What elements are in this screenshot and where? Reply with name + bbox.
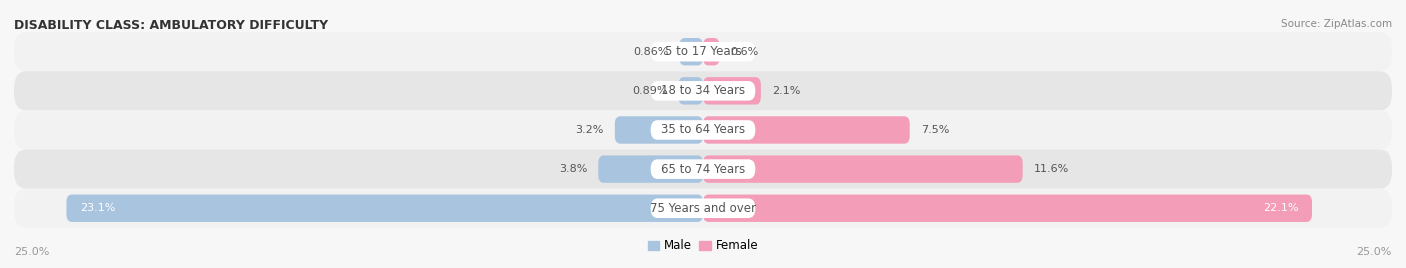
Text: 3.2%: 3.2% <box>575 125 603 135</box>
Legend: Male, Female: Male, Female <box>643 235 763 257</box>
FancyBboxPatch shape <box>703 77 761 105</box>
FancyBboxPatch shape <box>14 189 1392 228</box>
FancyBboxPatch shape <box>703 155 1022 183</box>
Text: 3.8%: 3.8% <box>558 164 588 174</box>
Text: 2.1%: 2.1% <box>772 86 800 96</box>
Text: 7.5%: 7.5% <box>921 125 949 135</box>
Text: 0.89%: 0.89% <box>631 86 668 96</box>
FancyBboxPatch shape <box>679 77 703 105</box>
Text: 0.6%: 0.6% <box>731 47 759 57</box>
Text: 0.86%: 0.86% <box>633 47 668 57</box>
FancyBboxPatch shape <box>651 81 755 100</box>
FancyBboxPatch shape <box>66 195 703 222</box>
FancyBboxPatch shape <box>14 32 1392 71</box>
Text: 65 to 74 Years: 65 to 74 Years <box>661 163 745 176</box>
Text: 23.1%: 23.1% <box>80 203 115 213</box>
Text: Source: ZipAtlas.com: Source: ZipAtlas.com <box>1281 19 1392 29</box>
FancyBboxPatch shape <box>599 155 703 183</box>
FancyBboxPatch shape <box>703 38 720 65</box>
Text: 75 Years and over: 75 Years and over <box>650 202 756 215</box>
Text: 22.1%: 22.1% <box>1263 203 1298 213</box>
FancyBboxPatch shape <box>679 38 703 65</box>
FancyBboxPatch shape <box>703 116 910 144</box>
FancyBboxPatch shape <box>651 120 755 140</box>
Text: 18 to 34 Years: 18 to 34 Years <box>661 84 745 97</box>
Text: 35 to 64 Years: 35 to 64 Years <box>661 124 745 136</box>
Text: 11.6%: 11.6% <box>1033 164 1069 174</box>
FancyBboxPatch shape <box>651 159 755 179</box>
FancyBboxPatch shape <box>651 198 755 218</box>
Text: 25.0%: 25.0% <box>14 247 49 257</box>
Text: 5 to 17 Years: 5 to 17 Years <box>665 45 741 58</box>
FancyBboxPatch shape <box>14 110 1392 150</box>
Text: DISABILITY CLASS: AMBULATORY DIFFICULTY: DISABILITY CLASS: AMBULATORY DIFFICULTY <box>14 19 328 32</box>
FancyBboxPatch shape <box>651 42 755 62</box>
FancyBboxPatch shape <box>703 195 1312 222</box>
FancyBboxPatch shape <box>14 71 1392 110</box>
FancyBboxPatch shape <box>14 150 1392 189</box>
FancyBboxPatch shape <box>614 116 703 144</box>
Text: 25.0%: 25.0% <box>1357 247 1392 257</box>
